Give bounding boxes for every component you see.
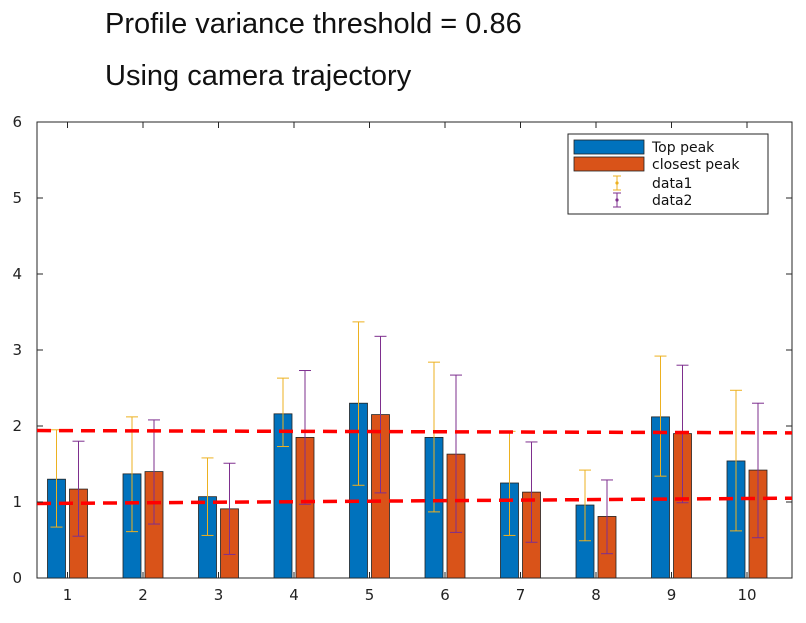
x-tick-label: 4 bbox=[289, 586, 299, 604]
x-tick-label: 5 bbox=[365, 586, 375, 604]
legend-label-data2: data2 bbox=[652, 193, 692, 209]
x-tick-label: 9 bbox=[667, 586, 677, 604]
legend-errorbar-swatch-1 bbox=[613, 175, 621, 191]
chart-title-line-1: Profile variance threshold = 0.86 bbox=[105, 8, 522, 40]
errorbar-data1-10 bbox=[730, 389, 742, 532]
errorbar-data1-5 bbox=[352, 321, 365, 486]
legend-swatch-2 bbox=[573, 156, 645, 172]
bars-group bbox=[47, 402, 768, 579]
legend-errorbar-swatch-2 bbox=[613, 192, 621, 208]
x-tick-label: 1 bbox=[63, 586, 73, 604]
y-tick-label: 4 bbox=[12, 265, 22, 283]
reference-line-1 bbox=[36, 496, 793, 506]
errorbar-data1-6 bbox=[428, 361, 440, 513]
y-tick-label: 3 bbox=[12, 341, 22, 359]
legend-label-2: closest peak bbox=[652, 157, 740, 173]
legend-label-1: Top peak bbox=[651, 140, 715, 156]
errorbar-data1-9 bbox=[654, 355, 667, 477]
errorbar-data1-2 bbox=[126, 416, 138, 533]
y-tick-label: 5 bbox=[12, 189, 22, 207]
errorbar-data2-4 bbox=[299, 370, 311, 505]
errorbar-data1-3 bbox=[201, 457, 214, 536]
y-tick-label: 6 bbox=[12, 113, 22, 131]
x-tick-label: 3 bbox=[214, 586, 224, 604]
y-tick-label: 1 bbox=[12, 493, 22, 511]
x-tick-label: 6 bbox=[440, 586, 450, 604]
errorbar-data2-5 bbox=[374, 335, 387, 494]
errorbar-data2-7 bbox=[525, 441, 538, 543]
errorbar-data1-4 bbox=[277, 377, 289, 448]
ticks-group: 0 1 2 3 4 5 6 1 2 3 4 5 6 7 8 9 10 bbox=[12, 113, 792, 604]
errorbar-data2-3 bbox=[223, 462, 236, 555]
y-tick-label: 0 bbox=[12, 569, 22, 587]
errorbar-data2-6 bbox=[450, 374, 462, 533]
errorbar-data2-1 bbox=[72, 440, 85, 537]
y-tick-label: 2 bbox=[12, 417, 22, 435]
x-tick-label: 2 bbox=[138, 586, 148, 604]
errorbar-data2-8 bbox=[601, 479, 613, 555]
legend-label-data1: data1 bbox=[652, 176, 692, 192]
x-tick-label: 7 bbox=[516, 586, 526, 604]
x-tick-label: 10 bbox=[737, 586, 756, 604]
x-tick-label: 8 bbox=[591, 586, 601, 604]
legend-swatch-1 bbox=[573, 139, 645, 155]
error-bars-group bbox=[50, 321, 764, 555]
errorbar-data2-2 bbox=[148, 419, 160, 525]
errorbar-data2-10 bbox=[752, 402, 764, 539]
reference-lines-group bbox=[36, 428, 793, 506]
reference-line-2 bbox=[36, 428, 793, 435]
errorbar-data1-8 bbox=[579, 469, 591, 542]
chart-title-line-2: Using camera trajectory bbox=[105, 60, 412, 92]
